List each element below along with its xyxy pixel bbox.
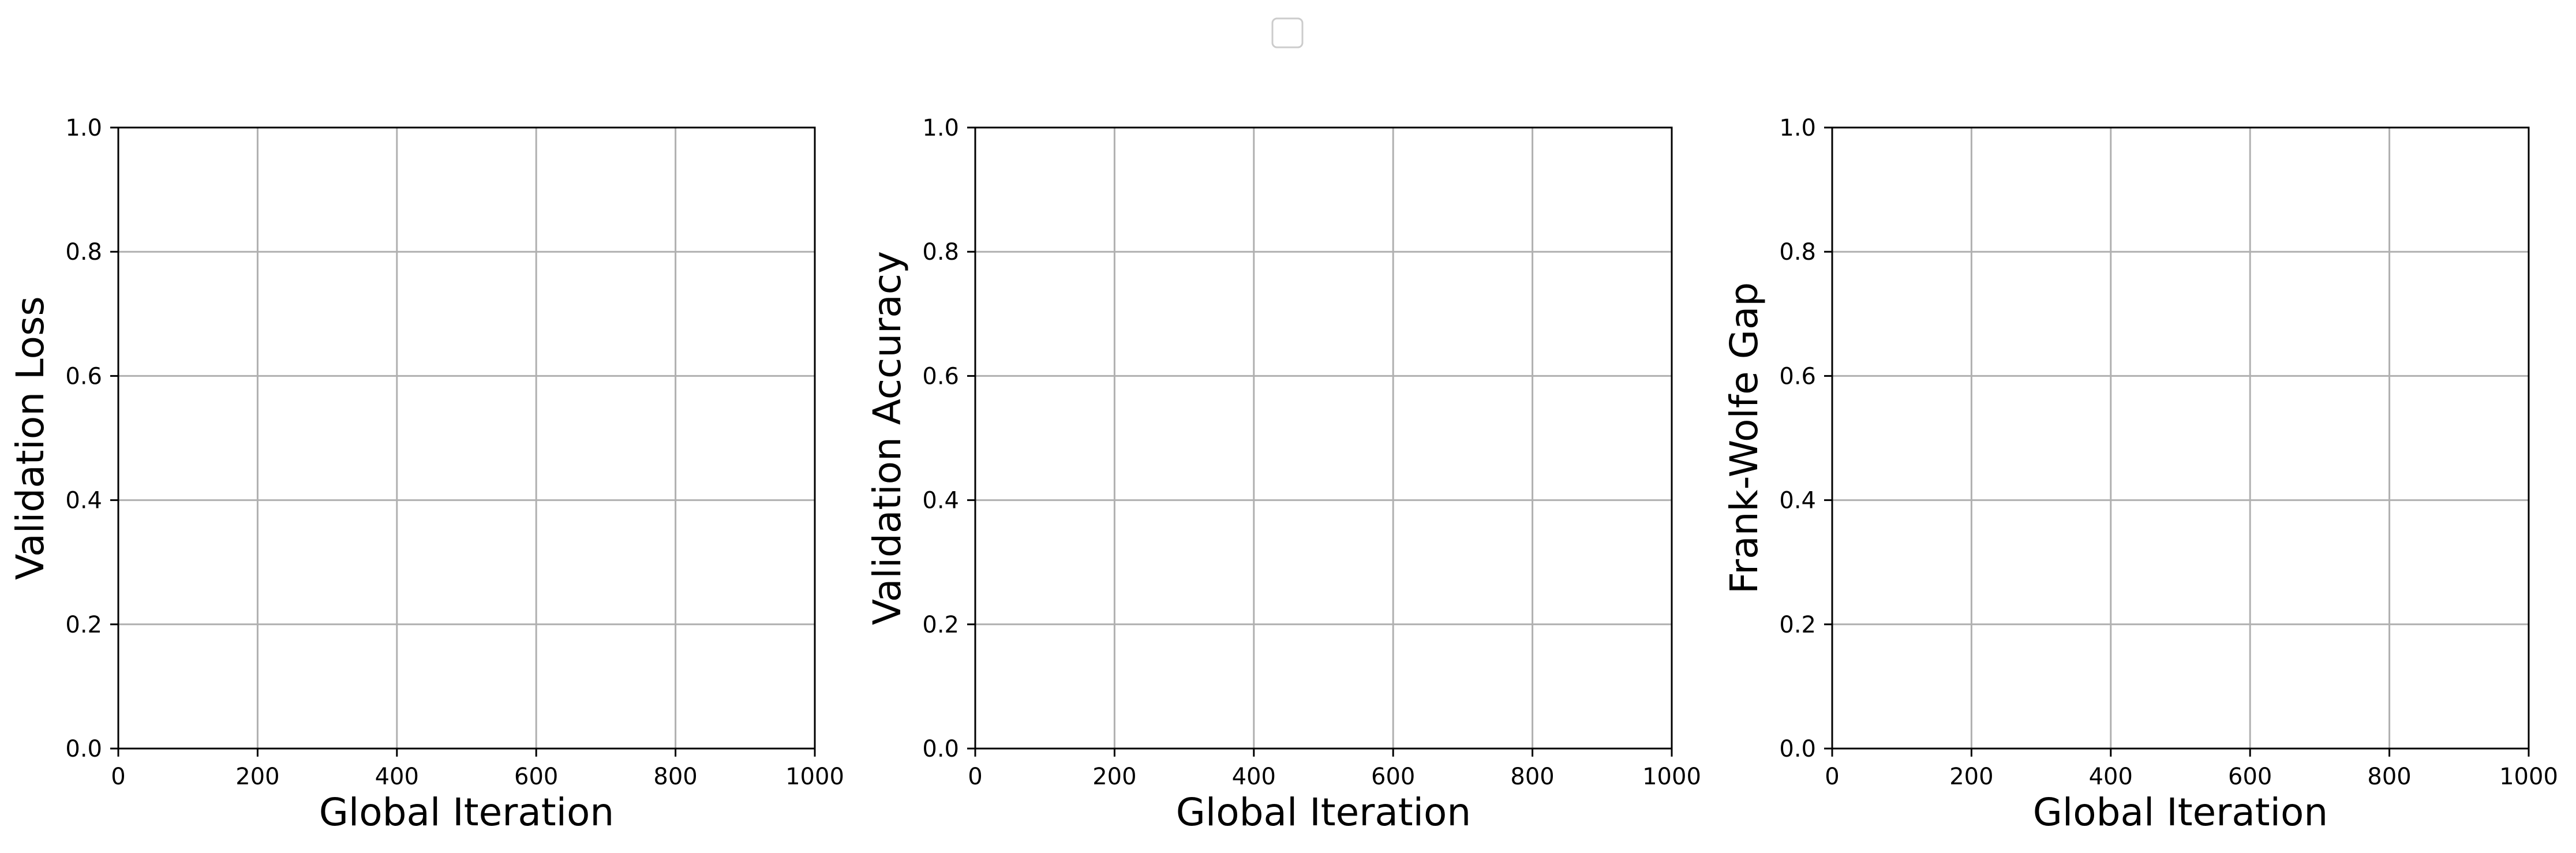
y-tick-label: 1.0 — [922, 115, 959, 141]
x-tick-label: 200 — [1092, 764, 1136, 790]
x-ticks: 0 200 400 600 800 1000 — [111, 749, 844, 790]
x-tick-label: 1000 — [1642, 764, 1701, 790]
x-ticks: 0 200 400 600 800 1000 — [1825, 749, 2558, 790]
y-tick-label: 0.6 — [1779, 363, 1816, 390]
x-tick-label: 0 — [968, 764, 982, 790]
legend-box — [1271, 17, 1304, 48]
x-tick-label: 800 — [653, 764, 697, 790]
grid — [1831, 126, 2530, 750]
y-tick-label: 0.0 — [922, 736, 959, 762]
y-tick-label: 0.0 — [1779, 736, 1816, 762]
y-tick-label: 1.0 — [65, 115, 102, 141]
x-tick-label: 400 — [2089, 764, 2133, 790]
y-ticks: 0.0 0.2 0.4 0.6 0.8 1.0 — [1779, 115, 1832, 762]
y-axis-label: Validation Loss — [8, 296, 53, 580]
grid — [117, 126, 816, 750]
y-tick-label: 0.0 — [65, 736, 102, 762]
y-tick-label: 0.4 — [922, 488, 959, 514]
y-tick-label: 0.2 — [922, 612, 959, 638]
grid — [974, 126, 1673, 750]
x-tick-label: 200 — [1949, 764, 1993, 790]
x-tick-label: 600 — [514, 764, 558, 790]
y-tick-label: 0.8 — [65, 239, 102, 265]
x-axis-label: Global Iteration — [1176, 790, 1471, 835]
panel-validation-loss: 0 200 400 600 800 1000 0.0 0.2 0.4 0.6 0.8 1.0 Glo… — [8, 115, 844, 835]
y-ticks: 0.0 0.2 0.4 0.6 0.8 1.0 — [922, 115, 975, 762]
y-tick-label: 0.6 — [65, 363, 102, 390]
x-tick-label: 0 — [1825, 764, 1839, 790]
x-tick-label: 600 — [1371, 764, 1415, 790]
x-tick-label: 800 — [1510, 764, 1554, 790]
y-axis-label: Validation Accuracy — [865, 251, 909, 625]
y-tick-label: 0.8 — [1779, 239, 1816, 265]
y-tick-label: 0.6 — [922, 363, 959, 390]
y-tick-label: 0.4 — [65, 488, 102, 514]
y-tick-label: 0.2 — [65, 612, 102, 638]
x-tick-label: 0 — [111, 764, 125, 790]
x-tick-label: 800 — [2367, 764, 2411, 790]
x-ticks: 0 200 400 600 800 1000 — [968, 749, 1701, 790]
x-tick-label: 400 — [375, 764, 419, 790]
axes-frame — [117, 126, 816, 750]
panel-validation-accuracy: 0 200 400 600 800 1000 0.0 0.2 0.4 0.6 0.8 1.0 Glo… — [865, 115, 1701, 835]
x-tick-label: 200 — [235, 764, 279, 790]
x-axis-label: Global Iteration — [2033, 790, 2328, 835]
x-tick-label: 400 — [1232, 764, 1276, 790]
y-tick-label: 0.8 — [922, 239, 959, 265]
y-axis-label: Frank-Wolfe Gap — [1722, 282, 1766, 594]
x-tick-label: 600 — [2228, 764, 2272, 790]
axes-frame — [1831, 126, 2530, 750]
x-tick-label: 1000 — [2499, 764, 2558, 790]
y-tick-label: 0.2 — [1779, 612, 1816, 638]
y-tick-label: 1.0 — [1779, 115, 1816, 141]
panel-frank-wolfe-gap: 0 200 400 600 800 1000 0.0 0.2 0.4 0.6 0.8 1.0 Glo… — [1722, 115, 2558, 835]
y-tick-label: 0.4 — [1779, 488, 1816, 514]
axes-frame — [974, 126, 1673, 750]
y-ticks: 0.0 0.2 0.4 0.6 0.8 1.0 — [65, 115, 118, 762]
x-axis-label: Global Iteration — [319, 790, 614, 835]
x-tick-label: 1000 — [785, 764, 844, 790]
